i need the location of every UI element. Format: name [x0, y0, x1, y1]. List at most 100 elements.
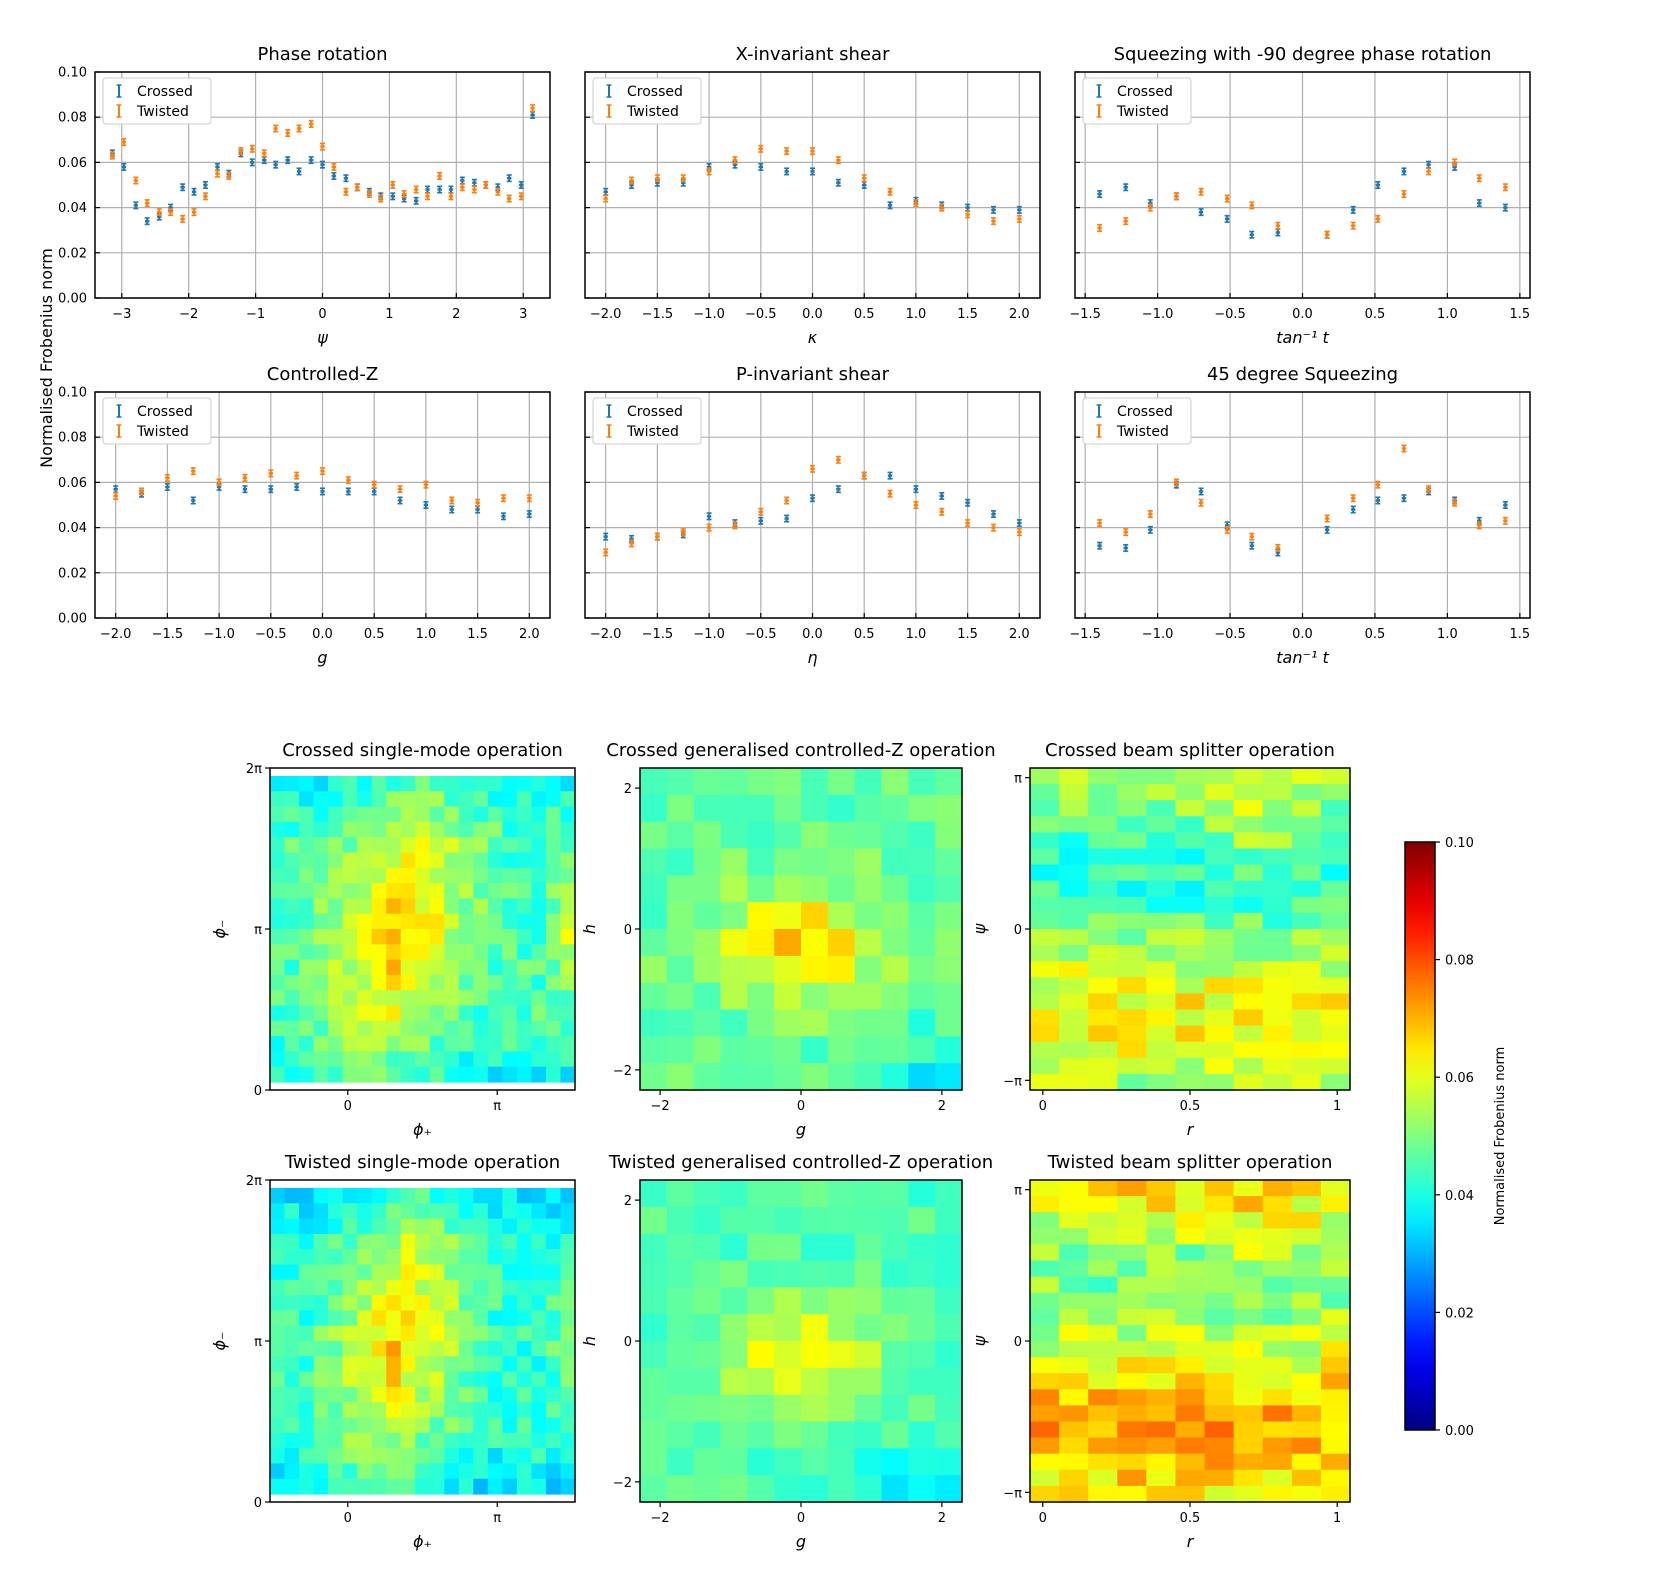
heatmap-cell: [371, 1005, 387, 1022]
heatmap-cell: [270, 1051, 286, 1068]
heatmap-cell: [1320, 1373, 1351, 1390]
heatmap-cell: [516, 1218, 533, 1235]
heatmap-cell: [1117, 1041, 1147, 1059]
data-point-crossed: [202, 181, 208, 189]
heatmap-cell: [284, 1005, 300, 1022]
y-tick-label: 0.06: [58, 476, 87, 491]
heatmap-cell: [1088, 1180, 1118, 1197]
heatmap-cell: [386, 837, 402, 854]
heatmap-cell: [774, 1036, 802, 1064]
heatmap-cell: [386, 898, 402, 915]
heatmap-cell: [1204, 1405, 1235, 1423]
heatmap-cell: [284, 929, 300, 945]
heatmap-cell: [516, 867, 533, 884]
heatmap-cell: [516, 883, 533, 899]
heatmap-cell: [516, 1341, 533, 1357]
heatmap-cell: [357, 1249, 373, 1266]
data-point-twisted: [500, 494, 506, 503]
heatmap-cell: [560, 837, 576, 854]
data-point-twisted: [835, 455, 841, 464]
heatmap-cell: [357, 1279, 373, 1296]
heatmap-cell: [693, 1036, 722, 1064]
heatmap-cell: [1088, 1073, 1118, 1091]
heatmap-cell: [531, 883, 547, 899]
heatmap-cell: [1233, 1308, 1264, 1326]
data-point-twisted: [273, 124, 279, 133]
x-tick-label: 2.0: [1009, 307, 1030, 322]
data-point-crossed: [191, 187, 197, 196]
heatmap-cell: [1175, 1009, 1206, 1027]
heatmap-cell: [747, 955, 775, 984]
heatmap-cell: [313, 1386, 329, 1403]
heatmap-cell: [473, 852, 489, 869]
heatmap-cell: [299, 806, 315, 823]
heatmap-cell: [342, 821, 358, 838]
heatmap-cell: [270, 1432, 286, 1449]
data-point-twisted: [226, 171, 232, 180]
heatmap-cell: [1291, 1276, 1322, 1294]
heatmap-cell: [801, 1233, 829, 1262]
heatmap-cell: [1262, 1421, 1293, 1439]
y-tick-label: 0: [254, 1084, 262, 1099]
heatmap-cell: [1204, 1041, 1235, 1059]
data-point-crossed: [1249, 230, 1255, 239]
heatmap-cell: [444, 1203, 460, 1220]
heatmap-cell: [881, 1314, 909, 1342]
data-point-crossed: [1350, 205, 1356, 214]
heatmap-cell: [1204, 1073, 1235, 1091]
heatmap-cell: [720, 1367, 748, 1396]
heatmap-cell: [342, 1417, 358, 1434]
heatmap-cell: [545, 791, 562, 808]
legend-entry: Twisted: [626, 104, 679, 120]
heatmap-cell: [487, 852, 503, 869]
heatmap-cell: [545, 1249, 562, 1266]
data-point-twisted: [518, 192, 524, 201]
heatmap-cell: [560, 1203, 576, 1220]
heatmap-cell: [531, 1325, 547, 1342]
data-point-twisted: [242, 473, 248, 482]
heatmap-cell: [357, 791, 373, 808]
heatmap-cell: [270, 837, 286, 854]
heatmap-cell: [270, 1218, 286, 1235]
heatmap-cell: [270, 1371, 286, 1388]
heatmap-cell: [747, 1448, 775, 1476]
heatmap-cell: [444, 791, 460, 808]
heatmap-cell: [1117, 1437, 1147, 1455]
heatmap-cell: [444, 852, 460, 869]
data-point-twisted: [471, 185, 477, 194]
data-point-crossed: [1198, 208, 1204, 217]
heatmap-cell: [1175, 1292, 1206, 1310]
heatmap-cell: [299, 1295, 315, 1311]
heatmap-cell: [560, 821, 576, 838]
data-point-twisted: [1147, 510, 1153, 519]
heatmap-cell: [545, 1402, 562, 1419]
heatmap-cell: [487, 1417, 503, 1434]
heatmap-cell: [415, 1218, 431, 1235]
data-point-crossed: [390, 192, 396, 201]
heatmap-cell: [1262, 1196, 1293, 1213]
heatmap-cell: [1233, 800, 1264, 817]
heatmap-cell: [284, 1432, 300, 1449]
heatmap-cell: [935, 768, 963, 796]
heatmap-cell: [854, 1287, 883, 1315]
heatmap-cell: [801, 929, 829, 957]
heatmap-cell: [516, 1005, 533, 1022]
heatmap-cell: [1059, 1405, 1089, 1423]
heatmap-cell: [415, 1005, 431, 1022]
heatmap-cell: [357, 1005, 373, 1022]
heatmap-cell: [531, 837, 547, 854]
heatmap-5: Twisted generalised controlled-Z operati…: [580, 1152, 993, 1551]
heatmap-cell: [299, 1310, 315, 1327]
data-point-crossed: [1375, 496, 1381, 505]
heatmap-cell: [1146, 929, 1177, 946]
data-point-crossed: [180, 183, 186, 192]
heatmap-cell: [1146, 1057, 1177, 1075]
heatmap-cell: [270, 1356, 286, 1373]
data-point-twisted: [887, 489, 893, 498]
data-point-crossed: [1502, 203, 1508, 212]
heatmap-cell: [502, 974, 518, 991]
heatmap-cell: [415, 1310, 431, 1327]
heatmap-cell: [1030, 1244, 1060, 1262]
